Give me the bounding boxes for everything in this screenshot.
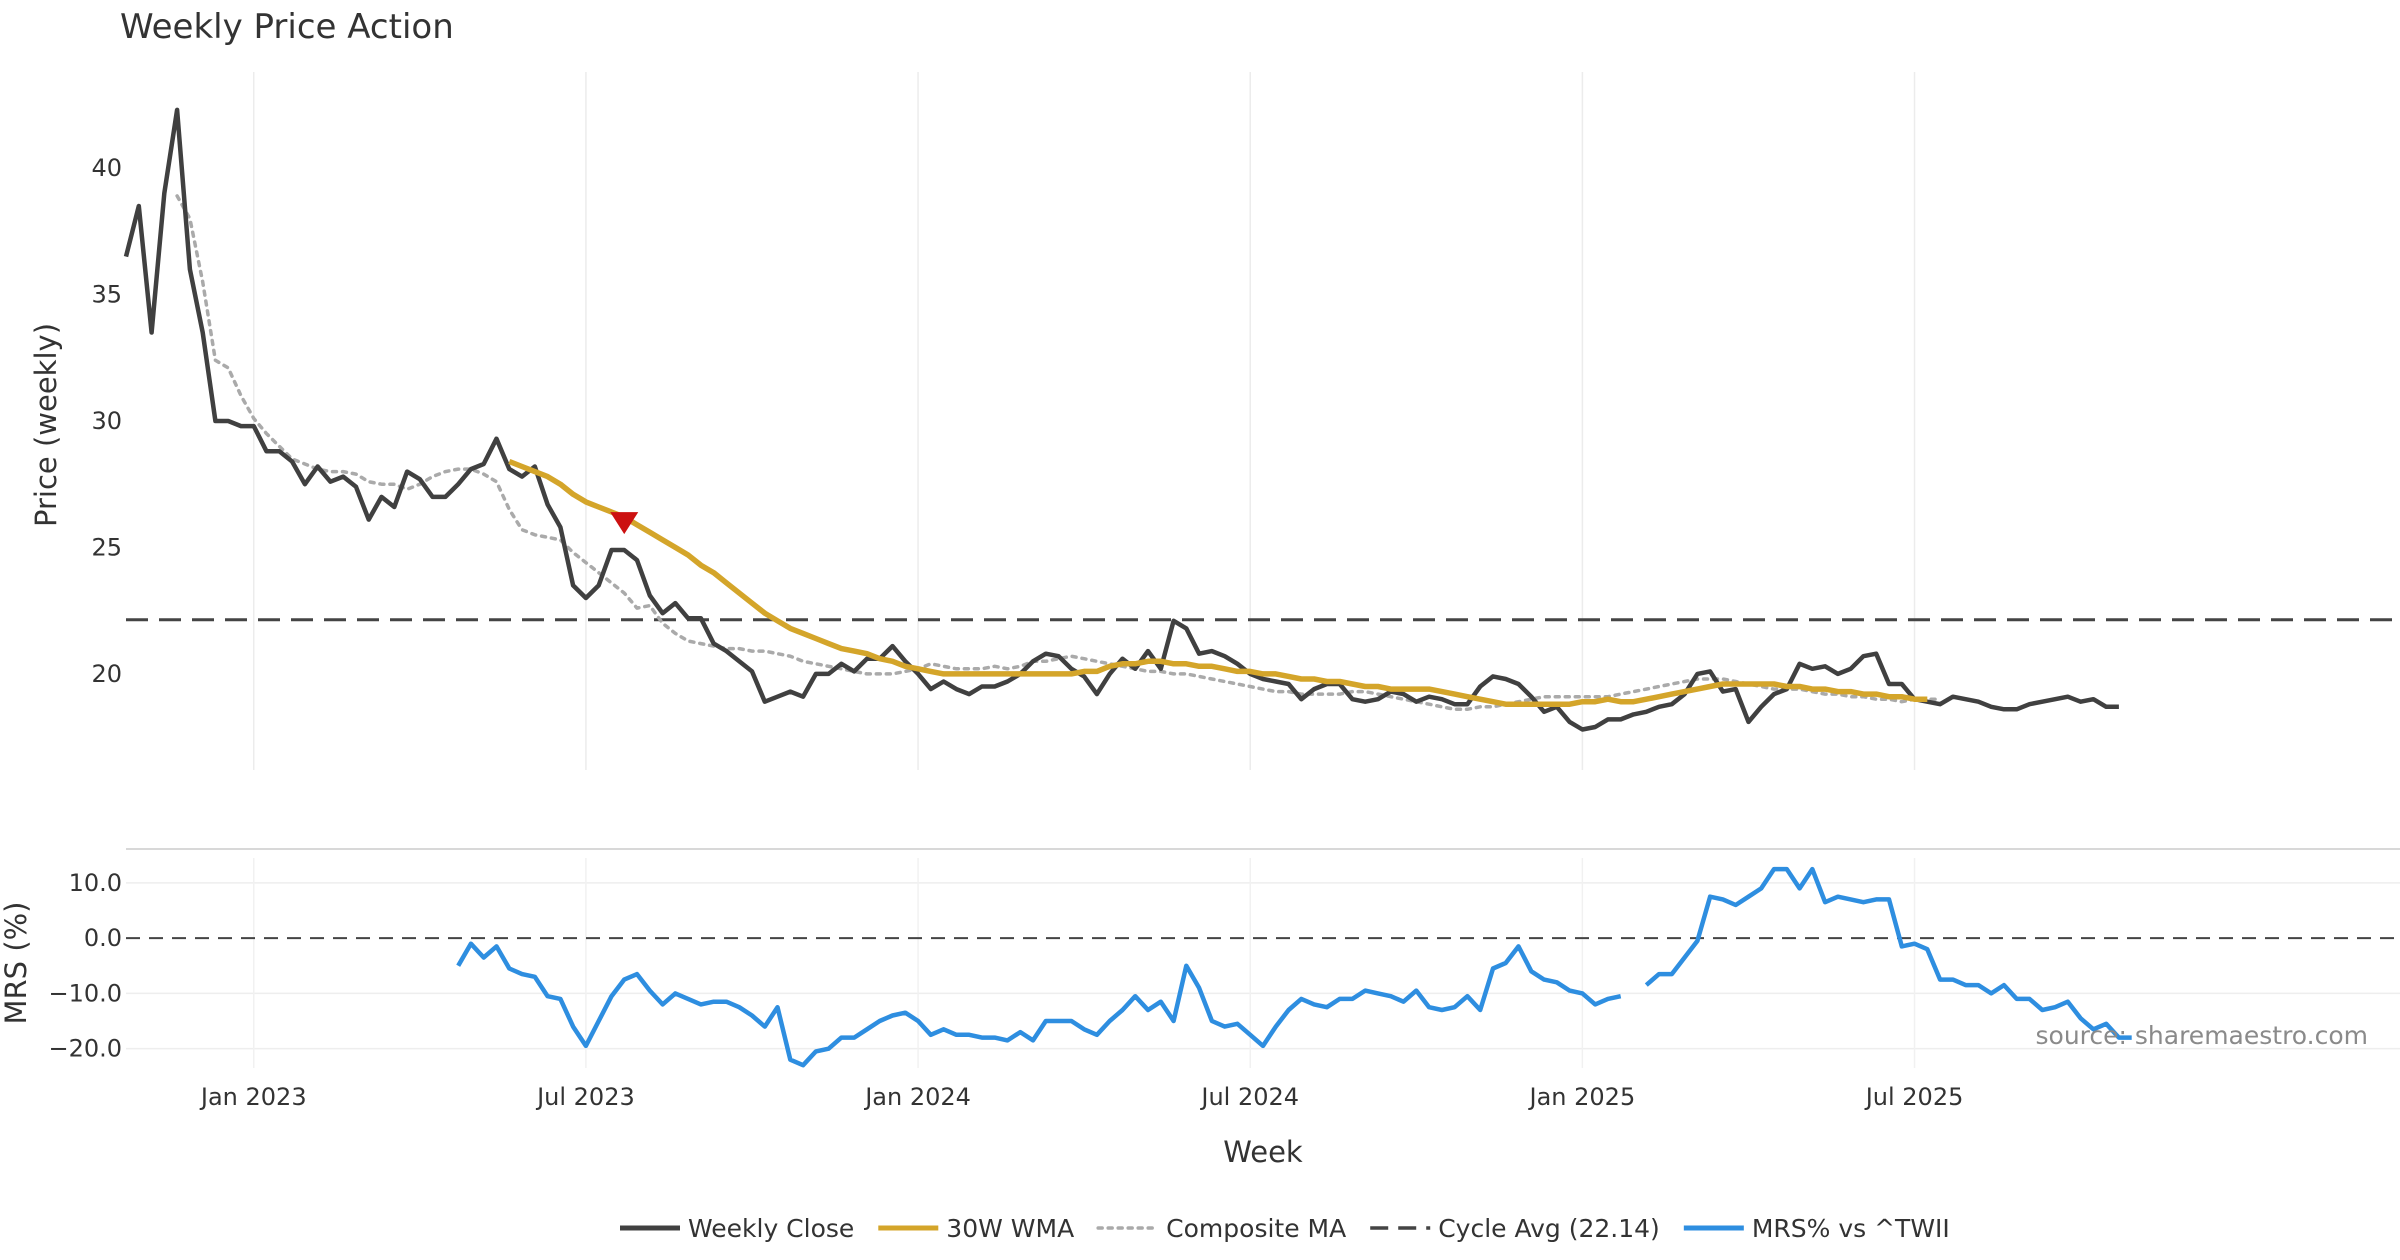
legend-label: Weekly Close <box>688 1214 854 1243</box>
legend-label: MRS% vs ^TWII <box>1752 1214 1950 1243</box>
mrs-y-tick-labels: 10.0 0.0 −10.0 −20.0 <box>48 869 122 1063</box>
source-note: source: sharemaestro.com <box>2036 1021 2369 1050</box>
price-panel-gridlines <box>253 72 1916 770</box>
legend-item-mrs-vs-twii: MRS% vs ^TWII <box>1683 1214 1950 1243</box>
x-tick-jan-2025: Jan 2025 <box>1528 1083 1636 1111</box>
mrs-y-tick-3: −20.0 <box>48 1035 122 1063</box>
x-tick-jul-2025: Jul 2025 <box>1864 1083 1964 1111</box>
price-series-lines <box>123 107 2119 732</box>
mrs-y-tick-1: 0.0 <box>84 924 122 952</box>
price-y-tick-40: 40 <box>91 154 122 182</box>
price-y-tick-30: 30 <box>91 407 122 435</box>
mrs-panel-gridlines <box>126 858 2400 1068</box>
series-composite-ma <box>175 194 1942 712</box>
x-tick-jul-2024: Jul 2024 <box>1199 1083 1299 1111</box>
sell-signal-markers <box>610 512 639 535</box>
x-tick-jan-2023: Jan 2023 <box>199 1083 307 1111</box>
price-y-tick-25: 25 <box>91 533 122 561</box>
price-y-tick-labels: 20 25 30 35 40 <box>91 154 122 688</box>
series-mrs-segment-2 <box>1644 866 2132 1040</box>
legend-item-30w-wma: 30W WMA <box>878 1214 1074 1243</box>
x-tick-jan-2024: Jan 2024 <box>863 1083 971 1111</box>
price-y-tick-20: 20 <box>91 660 122 688</box>
legend-label: 30W WMA <box>946 1214 1074 1243</box>
legend: Weekly Close 30W WMA Composite MA Cycle Avg… <box>620 1214 1950 1243</box>
series-weekly-close <box>123 107 2119 732</box>
mrs-y-tick-0: 10.0 <box>69 869 122 897</box>
legend-item-composite-ma: Composite MA <box>1096 1214 1346 1243</box>
x-tick-jul-2023: Jul 2023 <box>535 1083 635 1111</box>
mrs-y-tick-2: −10.0 <box>48 979 122 1007</box>
series-mrs-segment-1 <box>456 941 1622 1068</box>
legend-label: Composite MA <box>1166 1214 1346 1243</box>
mrs-y-axis-label: MRS (%) <box>0 902 33 1025</box>
legend-label: Cycle Avg (22.14) <box>1438 1214 1660 1243</box>
mrs-series-line <box>456 866 2132 1068</box>
series-30w-wma <box>508 458 1928 707</box>
price-y-axis-label: Price (weekly) <box>29 323 63 527</box>
legend-item-weekly-close: Weekly Close <box>620 1214 854 1243</box>
price-y-tick-35: 35 <box>91 281 122 309</box>
chart-title: Weekly Price Action <box>120 7 454 47</box>
x-tick-labels: Jan 2023 Jul 2023 Jan 2024 Jul 2024 Jan 2025… <box>199 1083 1963 1111</box>
x-axis-label: Week <box>1223 1135 1303 1169</box>
sell-marker <box>610 512 639 535</box>
legend-item-cycle-avg-22-14: Cycle Avg (22.14) <box>1370 1214 1660 1243</box>
